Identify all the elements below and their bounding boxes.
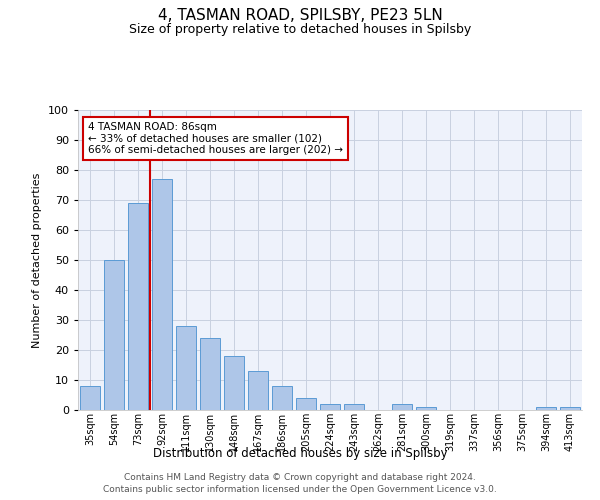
Bar	[152, 179, 172, 410]
Bar	[416, 407, 436, 410]
Bar	[200, 338, 220, 410]
Bar	[128, 203, 148, 410]
Text: Contains public sector information licensed under the Open Government Licence v3: Contains public sector information licen…	[103, 485, 497, 494]
Bar	[224, 356, 244, 410]
Bar	[344, 404, 364, 410]
Bar	[104, 260, 124, 410]
Bar	[320, 404, 340, 410]
Bar	[392, 404, 412, 410]
Text: 4 TASMAN ROAD: 86sqm
← 33% of detached houses are smaller (102)
66% of semi-deta: 4 TASMAN ROAD: 86sqm ← 33% of detached h…	[88, 122, 343, 155]
Bar	[80, 386, 100, 410]
Text: Distribution of detached houses by size in Spilsby: Distribution of detached houses by size …	[152, 448, 448, 460]
Bar	[560, 407, 580, 410]
Text: 4, TASMAN ROAD, SPILSBY, PE23 5LN: 4, TASMAN ROAD, SPILSBY, PE23 5LN	[158, 8, 442, 22]
Text: Contains HM Land Registry data © Crown copyright and database right 2024.: Contains HM Land Registry data © Crown c…	[124, 472, 476, 482]
Y-axis label: Number of detached properties: Number of detached properties	[32, 172, 43, 348]
Bar	[272, 386, 292, 410]
Bar	[176, 326, 196, 410]
Bar	[248, 371, 268, 410]
Bar	[296, 398, 316, 410]
Bar	[536, 407, 556, 410]
Text: Size of property relative to detached houses in Spilsby: Size of property relative to detached ho…	[129, 22, 471, 36]
